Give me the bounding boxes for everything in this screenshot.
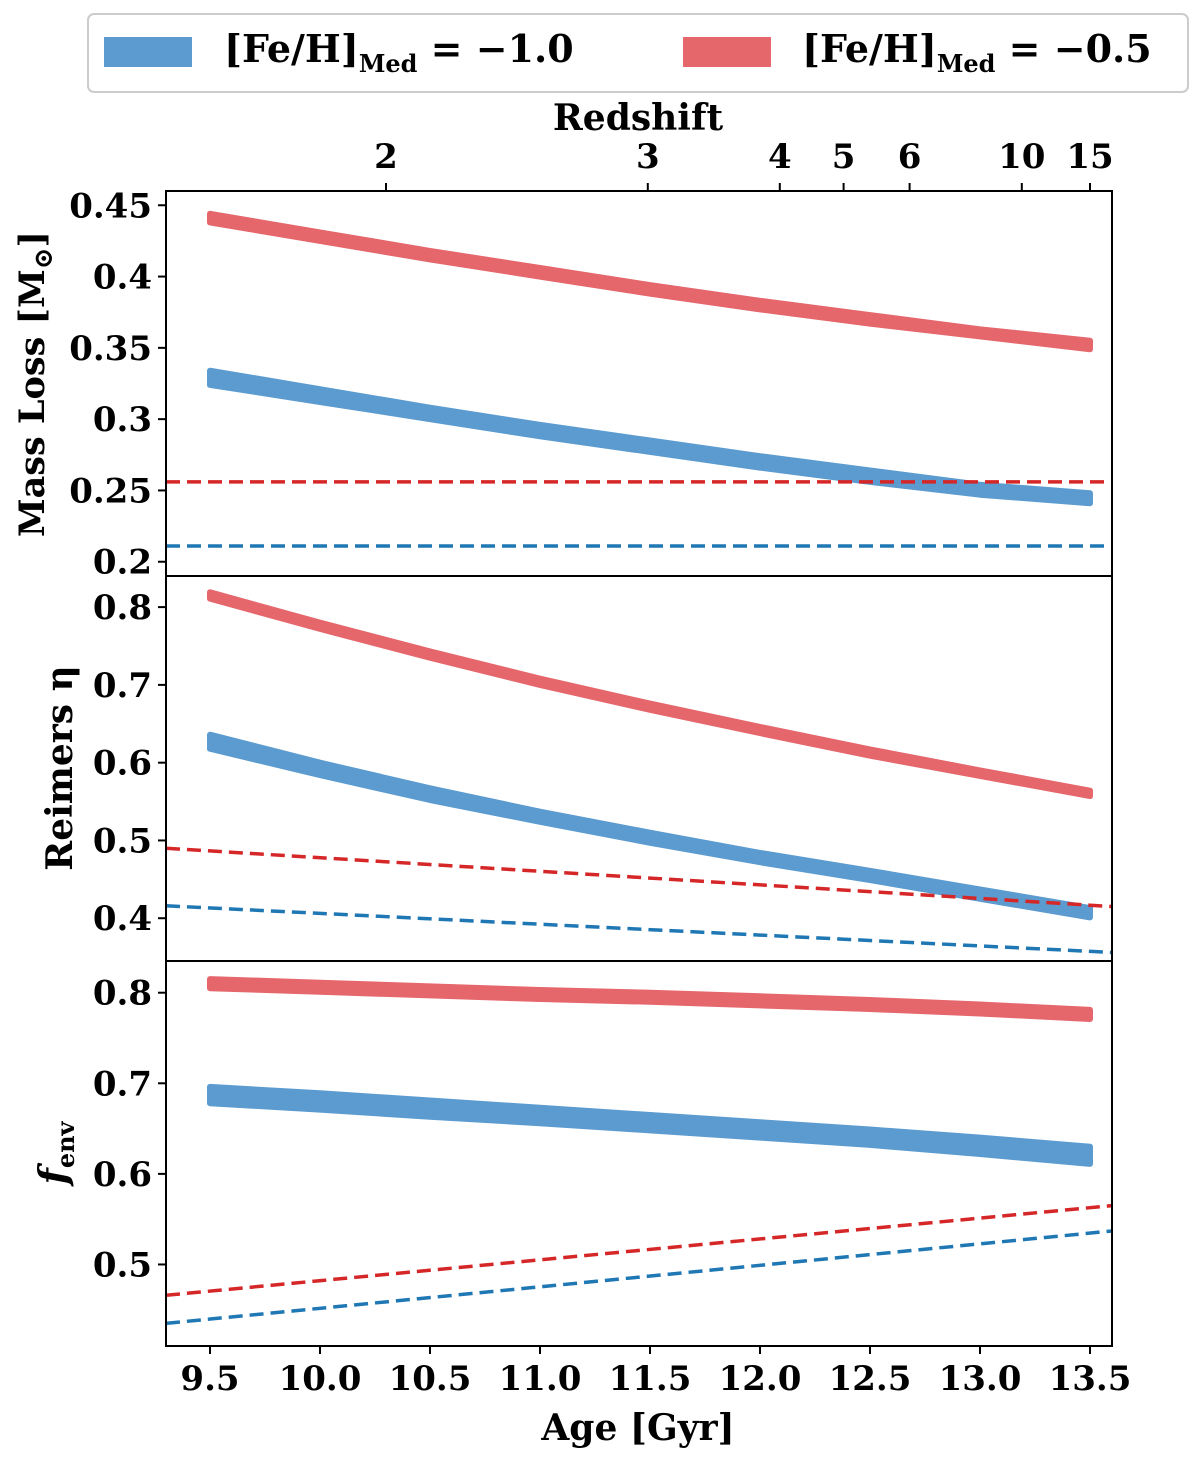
panel-mass-loss-frame <box>165 190 1113 577</box>
legend-label-feh-minus-1: [Fe/H]Med = −1.0 <box>224 26 574 78</box>
top-tick-label-2: 4 <box>768 137 792 177</box>
panel-mass-loss-marks <box>166 210 1112 548</box>
panel-mass-loss-ytick-label-3: 0.35 <box>69 329 152 369</box>
panel-reimers-eta-ytick-label-0: 0.4 <box>93 899 152 939</box>
panel-f-env-dashed-line-0 <box>165 1229 1113 1326</box>
panel-f-env-ytick-label-3: 0.8 <box>93 974 152 1014</box>
panel-reimers-eta-ylabel: Reimers η <box>39 665 81 870</box>
panel-reimers-eta-yticks: 0.4 0.5 0.6 0.7 0.8 <box>93 588 166 939</box>
top-tick-label-4: 6 <box>898 137 922 177</box>
x-axis-ticks: 9.5 10.0 10.5 11.0 11.5 12.0 12.5 13.0 13.5 <box>180 1346 1131 1399</box>
panel-f-env-ytick-label-0: 0.5 <box>93 1245 152 1285</box>
panel-mass-loss-yticks: 0.2 0.25 0.3 0.35 0.4 0.45 <box>69 186 166 583</box>
x-tick-label-1: 10.0 <box>279 1359 362 1399</box>
x-tick-label-2: 10.5 <box>389 1359 472 1399</box>
panel-reimers-eta-ytick-label-1: 0.5 <box>93 821 152 861</box>
panel-mass-loss-band-1 <box>207 210 1093 353</box>
panel-reimers-eta-band-1 <box>207 589 1093 800</box>
panel-mass-loss-band-0 <box>207 367 1093 507</box>
top-tick-label-5: 10 <box>998 137 1045 177</box>
panel-f-env-marks <box>165 976 1113 1326</box>
panel-mass-loss-ytick-label-2: 0.3 <box>93 400 152 440</box>
panel-f-env-band-0 <box>207 1083 1093 1167</box>
x-tick-label-0: 9.5 <box>180 1359 239 1399</box>
panel-reimers-eta-band-0 <box>207 731 1093 921</box>
panel-reimers-eta-marks <box>165 589 1113 955</box>
top-tick-label-1: 3 <box>636 137 660 177</box>
legend-swatch-feh-minus-1 <box>104 37 192 67</box>
panel-f-env: 0.5 0.6 0.7 0.8 fenv <box>30 960 1113 1347</box>
panel-f-env-band-1 <box>207 976 1093 1022</box>
panel-mass-loss-ylabel: Mass Loss [M⊙] <box>12 231 59 537</box>
x-tick-label-4: 11.5 <box>609 1359 692 1399</box>
top-tick-label-0: 2 <box>374 137 398 177</box>
x-tick-label-3: 11.0 <box>499 1359 582 1399</box>
panel-mass-loss: 0.2 0.25 0.3 0.35 0.4 0.45 Mass Loss [M⊙] <box>12 186 1113 583</box>
legend-label-feh-minus-05: [Fe/H]Med = −0.5 <box>802 26 1152 78</box>
x-tick-label-8: 13.5 <box>1049 1359 1132 1399</box>
panel-reimers-eta-ytick-label-3: 0.7 <box>93 666 152 706</box>
panel-f-env-dashed-line-1 <box>165 1203 1113 1298</box>
x-tick-label-6: 12.5 <box>829 1359 912 1399</box>
panel-f-env-yticks: 0.5 0.6 0.7 0.8 <box>93 974 166 1285</box>
top-axis-label: Redshift <box>553 97 724 139</box>
top-tick-label-3: 5 <box>832 137 856 177</box>
top-axis-ticks: 2 3 4 5 6 10 15 <box>374 137 1114 191</box>
panel-f-env-frame <box>165 960 1113 1347</box>
legend-frame <box>87 13 1189 93</box>
legend-swatch-feh-minus-05 <box>683 37 771 67</box>
panel-mass-loss-ytick-label-0: 0.2 <box>93 543 152 583</box>
panel-reimers-eta-ytick-label-2: 0.6 <box>93 744 152 784</box>
x-tick-label-5: 12.0 <box>719 1359 802 1399</box>
panel-f-env-ytick-label-2: 0.7 <box>93 1064 152 1104</box>
panel-f-env-ytick-label-1: 0.6 <box>93 1155 152 1195</box>
panel-reimers-eta: 0.4 0.5 0.6 0.7 0.8 Reimers η <box>39 575 1113 962</box>
panel-mass-loss-ytick-label-1: 0.25 <box>69 471 152 511</box>
panel-mass-loss-ytick-label-5: 0.45 <box>69 186 152 226</box>
x-tick-label-7: 13.0 <box>939 1359 1022 1399</box>
panel-reimers-eta-ytick-label-4: 0.8 <box>93 588 152 628</box>
panel-reimers-eta-dashed-line-1 <box>165 846 1113 909</box>
panel-reimers-eta-dashed-line-0 <box>165 904 1113 955</box>
legend: [Fe/H]Med = −1.0 [Fe/H]Med = −0.5 <box>87 13 1189 93</box>
panel-f-env-ylabel: fenv <box>30 1120 80 1187</box>
panel-mass-loss-ytick-label-4: 0.4 <box>93 258 152 298</box>
top-tick-label-6: 15 <box>1066 137 1113 177</box>
x-axis-label: Age [Gyr] <box>540 1407 734 1449</box>
